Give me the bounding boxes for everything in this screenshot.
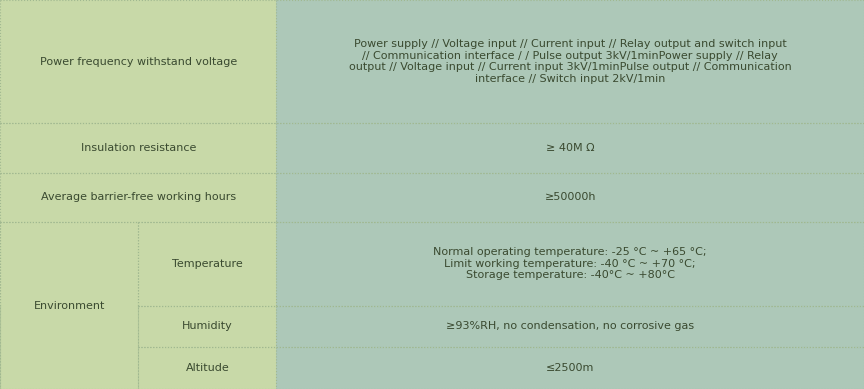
Text: ≤2500m: ≤2500m (546, 363, 594, 373)
Text: Normal operating temperature: -25 °C ~ +65 °C;
Limit working temperature: -40 °C: Normal operating temperature: -25 °C ~ +… (434, 247, 707, 280)
Text: ≥ 40M Ω: ≥ 40M Ω (546, 143, 594, 153)
Text: Environment: Environment (34, 301, 105, 310)
Text: Power supply // Voltage input // Current input // Relay output and switch input
: Power supply // Voltage input // Current… (349, 39, 791, 84)
Bar (138, 305, 276, 347)
Bar (0, 123, 276, 173)
Bar (0, 222, 138, 389)
Bar (0, 0, 276, 123)
Text: Temperature: Temperature (172, 259, 243, 269)
Bar (276, 305, 864, 347)
Text: ≥50000h: ≥50000h (544, 192, 596, 202)
Bar (276, 0, 864, 123)
Text: ≥93%RH, no condensation, no corrosive gas: ≥93%RH, no condensation, no corrosive ga… (446, 321, 695, 331)
Bar (276, 347, 864, 389)
Bar (276, 123, 864, 173)
Bar (138, 347, 276, 389)
Bar (138, 222, 276, 305)
Bar (0, 173, 276, 222)
Bar (276, 222, 864, 305)
Text: Insulation resistance: Insulation resistance (80, 143, 196, 153)
Bar (276, 173, 864, 222)
Text: Average barrier-free working hours: Average barrier-free working hours (41, 192, 236, 202)
Text: Altitude: Altitude (186, 363, 229, 373)
Text: Humidity: Humidity (182, 321, 232, 331)
Text: Power frequency withstand voltage: Power frequency withstand voltage (40, 57, 237, 67)
